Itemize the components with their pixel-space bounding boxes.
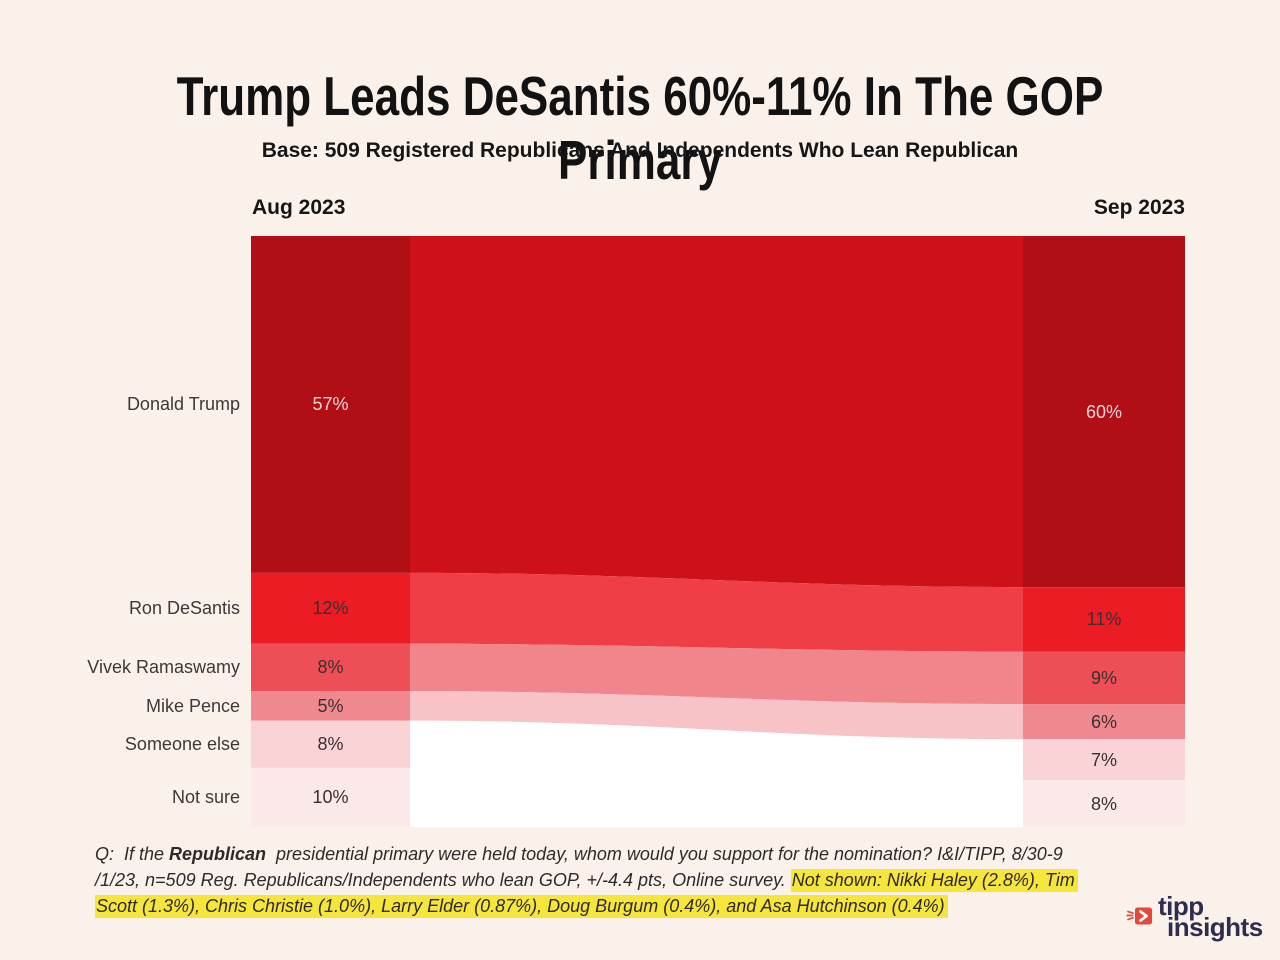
source-line-3: Scott (1.3%), Chris Christie (1.0%), Lar… xyxy=(95,893,1125,919)
category-label-mike-pence: Mike Pence xyxy=(145,695,240,716)
category-labels: Donald Trump Ron DeSantis Vivek Ramaswamy M… xyxy=(0,236,240,827)
category-label-donald-trump: Donald Trump xyxy=(126,394,240,415)
aug-bar-ron-desantis xyxy=(251,572,410,644)
not-shown-highlight-2: Scott (1.3%), Chris Christie (1.0%), Lar… xyxy=(95,895,948,918)
logo-speed-lines xyxy=(1126,910,1134,921)
ribbon-ron-desantis xyxy=(410,572,1023,652)
aug-value-someone-else: 8% xyxy=(317,734,344,755)
sep-bar-donald-trump xyxy=(1023,236,1185,588)
aug-value-not-sure: 10% xyxy=(312,787,349,808)
category-label-not-sure: Not sure xyxy=(171,787,240,808)
aug-bar-someone-else xyxy=(251,720,410,768)
slope-ribbon-chart: 57% 60% 12% 11% 8% 9% 5% 6% 8% 7% 10% 8% xyxy=(251,236,1185,827)
tipp-logo-icon xyxy=(1126,907,1152,925)
category-label-vivek-ramaswamy: Vivek Ramaswamy xyxy=(87,657,240,678)
ribbon-vivek-ramaswamy xyxy=(410,643,1023,705)
sep-value-mike-pence: 6% xyxy=(1090,711,1117,732)
logo-word-tipp: tipp xyxy=(1158,891,1204,921)
category-label-someone-else: Someone else xyxy=(124,734,240,755)
chart-canvas xyxy=(251,236,1185,827)
source-line-2: /1/23, n=509 Reg. Republicans/Independen… xyxy=(95,867,1125,893)
category-label-ron-desantis: Ron DeSantis xyxy=(128,598,240,619)
survey-details: /1/23, n=509 Reg. Republicans/Independen… xyxy=(95,870,791,890)
sep-bar-ron-desantis xyxy=(1023,587,1185,652)
aug-value-donald-trump: 57% xyxy=(312,394,349,415)
aug-value-ron-desantis: 12% xyxy=(312,598,349,619)
logo-word-insights: insights xyxy=(1167,912,1263,942)
ribbon-mike-pence xyxy=(410,691,1023,740)
sep-value-someone-else: 7% xyxy=(1090,749,1117,770)
aug-bar-donald-trump xyxy=(251,236,410,573)
aug-bar-not-sure xyxy=(251,767,410,827)
tipp-insights-logo: tipp insights xyxy=(1126,891,1263,942)
sep-bar-mike-pence xyxy=(1023,704,1185,740)
logo-arrow xyxy=(1139,910,1148,922)
column-header-sep-2023: Sep 2023 xyxy=(1093,196,1185,219)
column-header-aug-2023: Aug 2023 xyxy=(252,196,346,219)
aug-value-vivek-ramaswamy: 8% xyxy=(317,657,344,678)
sep-value-donald-trump: 60% xyxy=(1085,401,1123,422)
aug-bar-mike-pence xyxy=(251,691,410,721)
sep-value-ron-desantis: 11% xyxy=(1086,609,1122,630)
logo-wordmark: tipp insights xyxy=(1158,891,1263,942)
sep-bar-someone-else xyxy=(1023,739,1185,781)
sep-bar-not-sure xyxy=(1023,780,1185,827)
sep-bar-vivek-ramaswamy xyxy=(1023,651,1185,705)
question-bold-word: Republican xyxy=(169,844,267,864)
sep-value-not-sure: 8% xyxy=(1090,793,1117,814)
aug-bar-vivek-ramaswamy xyxy=(251,643,410,692)
aug-value-mike-pence: 5% xyxy=(317,695,344,716)
page-title: Trump Leads DeSantis 60%-11% In The GOP … xyxy=(176,65,1104,191)
not-shown-highlight-1: Not shown: Nikki Haley (2.8%), Tim xyxy=(790,869,1078,892)
question-rest: presidential primary were held today, wh… xyxy=(266,844,1063,864)
sep-value-vivek-ramaswamy: 9% xyxy=(1090,667,1117,688)
logo-square xyxy=(1135,907,1152,925)
page-subtitle: Base: 509 Registered Republicans And Ind… xyxy=(261,139,1019,162)
question-prefix: Q: If the xyxy=(95,844,170,864)
ribbon-donald-trump xyxy=(410,236,1023,588)
source-line-1: Q: If the Republican presidential primar… xyxy=(95,841,1125,867)
source-note: Q: If the Republican presidential primar… xyxy=(95,841,1125,919)
